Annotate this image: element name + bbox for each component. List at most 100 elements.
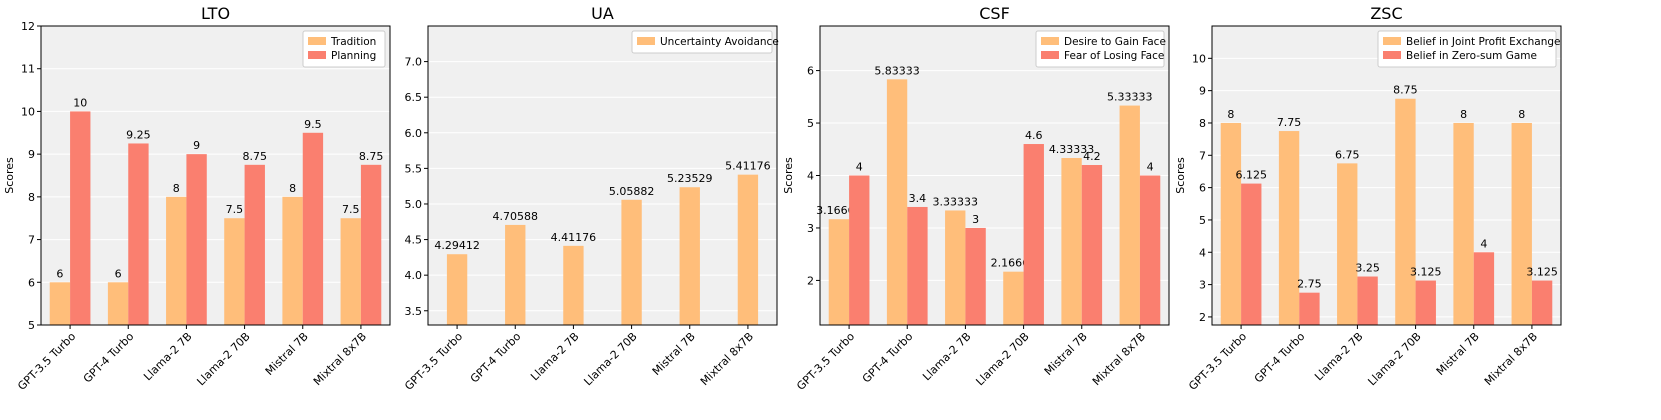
data-label: 4 — [1147, 161, 1154, 174]
bar-desire-to-gain-face-2 — [945, 210, 966, 325]
bar-uncertainty-avoidance-1 — [505, 224, 526, 325]
bar-belief-in-joint-profit-exchange-3 — [1395, 98, 1416, 325]
y-tick-label: 3 — [1199, 279, 1206, 292]
bar-belief-in-zero-sum-game-3 — [1415, 280, 1436, 325]
bar-uncertainty-avoidance-4 — [679, 187, 700, 325]
data-label: 8 — [289, 182, 296, 195]
panel-title: UA — [591, 4, 614, 23]
legend-label: Tradition — [330, 36, 376, 48]
legend-swatch — [308, 51, 326, 59]
y-tick-label: 8 — [1199, 117, 1206, 130]
y-tick-label: 3 — [807, 222, 814, 235]
panel-title: CSF — [979, 4, 1010, 23]
bar-uncertainty-avoidance-2 — [563, 245, 584, 325]
y-tick-label: 6 — [1199, 182, 1206, 195]
data-label: 8.75 — [243, 150, 268, 163]
bar-planning-5 — [360, 164, 382, 325]
data-label: 6.125 — [1236, 169, 1268, 182]
data-label: 4.70588 — [493, 210, 539, 223]
x-tick-label: Mixtral 8x7B — [1482, 330, 1540, 388]
data-label: 4.33333 — [1049, 143, 1095, 156]
panel-title: ZSC — [1370, 4, 1402, 23]
data-label: 8 — [1518, 108, 1525, 121]
plot-area — [428, 26, 777, 325]
x-tick-label: GPT-3.5 Turbo — [1186, 330, 1249, 393]
y-tick-label: 5 — [1199, 214, 1206, 227]
bar-belief-in-zero-sum-game-4 — [1473, 252, 1495, 325]
data-label: 8 — [1227, 108, 1234, 121]
y-tick-label: 12 — [21, 20, 35, 33]
bar-belief-in-joint-profit-exchange-0 — [1220, 122, 1242, 325]
data-label: 4.29412 — [434, 239, 480, 252]
bar-fear-of-losing-face-4 — [1081, 165, 1103, 325]
x-tick-label: Mistral 7B — [1042, 330, 1090, 378]
bar-fear-of-losing-face-0 — [849, 175, 870, 325]
x-tick-label: GPT-4 Turbo — [860, 330, 916, 386]
y-tick-label: 5 — [807, 117, 814, 130]
data-label: 5.83333 — [874, 64, 920, 77]
bar-belief-in-zero-sum-game-0 — [1241, 183, 1262, 325]
data-label: 3.125 — [1410, 266, 1442, 279]
bar-tradition-1 — [107, 282, 129, 325]
legend-box — [1377, 30, 1557, 68]
data-label: 10 — [73, 96, 87, 109]
plot-frame — [819, 25, 1170, 326]
bar-desire-to-gain-face-4 — [1061, 158, 1082, 325]
data-label: 4.6 — [1025, 129, 1043, 142]
x-tick-label: GPT-4 Turbo — [468, 330, 524, 386]
bar-fear-of-losing-face-3 — [1023, 144, 1044, 325]
data-label: 4 — [1480, 237, 1487, 250]
bar-tradition-0 — [49, 282, 71, 325]
legend-swatch — [308, 37, 326, 45]
legend-box — [1035, 30, 1165, 68]
y-tick-label: 11 — [21, 63, 35, 76]
y-tick-label: 5 — [28, 319, 35, 332]
plot-frame — [427, 25, 778, 326]
bar-fear-of-losing-face-2 — [965, 227, 986, 325]
panel-title: LTO — [201, 4, 230, 23]
data-label: 8.75 — [1393, 84, 1418, 97]
y-tick-label: 6 — [807, 65, 814, 78]
y-axis-label: Scores — [1174, 157, 1187, 194]
x-tick-label: GPT-3.5 Turbo — [794, 330, 857, 393]
legend-label: Desire to Gain Face — [1064, 36, 1166, 48]
bar-belief-in-zero-sum-game-2 — [1357, 276, 1378, 325]
legend-label: Belief in Joint Profit Exchange — [1406, 36, 1560, 48]
chart-panel-zsc: 2 3 4 5 6 7 8 9 10 8 7.75 6.75 8.75 8 8 6.125 2.75 3.25 3.… — [1174, 4, 1562, 393]
bar-belief-in-joint-profit-exchange-5 — [1511, 122, 1532, 325]
x-tick-label: Llama-2 7B — [141, 330, 194, 383]
data-label: 7.5 — [226, 203, 244, 216]
chart-panel-csf: 234563.166675.833333.333332.166674.33333… — [782, 4, 1170, 393]
y-tick-label: 6 — [28, 276, 35, 289]
y-tick-label: 3.5 — [405, 305, 423, 318]
data-label: 4.2 — [1083, 150, 1101, 163]
bar-uncertainty-avoidance-0 — [446, 254, 468, 325]
plot-area — [1212, 26, 1561, 325]
y-tick-label: 4 — [1199, 246, 1206, 259]
legend-swatch — [1383, 51, 1401, 59]
chart-panel-ua: 3.5 4.0 4.5 5.0 5.5 6.0 6.5 7.0 4.29412 4.70588 4.… — [402, 4, 779, 393]
bar-fear-of-losing-face-5 — [1139, 175, 1161, 325]
bar-tradition-5 — [340, 218, 361, 325]
bar-planning-3 — [244, 164, 265, 325]
bar-planning-0 — [70, 111, 91, 325]
y-tick-label: 9 — [28, 148, 35, 161]
legend-swatch — [1041, 51, 1059, 59]
bar-tradition-2 — [166, 196, 187, 325]
data-label: 3.125 — [1526, 266, 1558, 279]
data-label: 8 — [1460, 108, 1467, 121]
data-label: 7.5 — [342, 203, 360, 216]
data-label: 4 — [856, 161, 863, 174]
x-tick-label: Mistral 7B — [1434, 330, 1482, 378]
y-tick-label: 10 — [1192, 52, 1206, 65]
plot-frame — [40, 25, 391, 326]
plot-area — [41, 26, 390, 325]
data-label: 9 — [193, 139, 200, 152]
x-tick-label: Llama-2 7B — [920, 330, 973, 383]
bar-belief-in-joint-profit-exchange-2 — [1337, 163, 1358, 325]
data-label: 6 — [115, 267, 122, 280]
y-axis-label: Scores — [3, 157, 16, 194]
y-tick-label: 8 — [28, 191, 35, 204]
